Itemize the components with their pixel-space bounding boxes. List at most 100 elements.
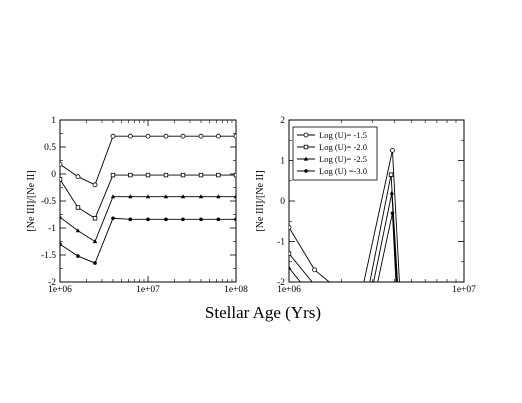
data-point <box>357 304 361 308</box>
data-point <box>128 172 133 178</box>
data-point <box>128 217 133 222</box>
y-tick-label: -1 <box>277 238 285 248</box>
y-tick-label: -2 <box>48 278 56 288</box>
data-point <box>60 242 62 246</box>
series-line <box>289 192 398 282</box>
legend-label: Log (U)= -2.5 <box>319 154 367 164</box>
y-axis-label: [Ne III]/[Ne II] <box>26 170 37 231</box>
data-point <box>146 217 150 222</box>
data-point <box>216 217 221 222</box>
data-point <box>388 172 394 177</box>
series-line <box>60 135 236 186</box>
data-point <box>76 254 80 258</box>
legend-marker <box>303 156 309 161</box>
data-point <box>180 133 186 139</box>
data-point <box>399 304 403 308</box>
data-point <box>389 190 395 195</box>
x-tick-label: 1e+06 <box>277 285 301 295</box>
legend-marker <box>303 144 309 150</box>
y-tick-label: 0 <box>280 197 285 207</box>
data-point <box>92 239 98 244</box>
data-point <box>390 211 395 215</box>
data-point <box>111 216 115 221</box>
data-point <box>75 228 81 233</box>
data-point <box>145 133 151 139</box>
series-layer <box>289 147 403 373</box>
data-point <box>396 304 400 308</box>
data-point <box>198 172 204 178</box>
x-tick-label: 1e+07 <box>136 285 160 295</box>
data-point <box>92 216 98 221</box>
y-tick-label: -1.5 <box>41 251 56 261</box>
legend-label: Log (U)= -1.5 <box>319 130 367 140</box>
y-tick-label: 0.5 <box>44 143 56 153</box>
y-tick-label: 1 <box>280 157 285 167</box>
data-point <box>110 172 116 178</box>
data-point <box>289 265 292 270</box>
data-point <box>75 205 81 210</box>
data-point <box>163 172 169 178</box>
y-tick-label: -2 <box>277 278 285 288</box>
data-point <box>60 177 63 182</box>
series-line <box>377 213 397 282</box>
data-point <box>163 194 169 199</box>
series-line <box>289 150 400 282</box>
data-point <box>216 172 221 178</box>
y-axis-label: [Ne III]/[Ne II] <box>255 170 266 231</box>
y-tick-label: 2 <box>280 116 285 126</box>
legend-label: Log (U) =-3.0 <box>319 166 367 176</box>
legend: Log (U)= -1.5 Log (U)= -2.0 Log (U)= -2.5 L… <box>292 126 378 181</box>
data-point <box>233 194 236 199</box>
data-point <box>92 182 98 188</box>
data-point <box>234 217 236 222</box>
data-point <box>215 133 221 139</box>
data-point <box>93 261 97 265</box>
data-point <box>233 133 236 139</box>
data-point <box>75 174 81 180</box>
x-tick-label: 1e+07 <box>452 285 476 295</box>
figure-x-axis-label: Stellar Age (Yrs) <box>205 303 321 322</box>
data-point <box>289 224 292 230</box>
legend-label: Log (U)= -2.0 <box>319 142 367 152</box>
data-point <box>181 217 185 222</box>
series-layer <box>60 133 236 265</box>
data-point <box>356 353 360 357</box>
data-point <box>312 267 317 273</box>
data-point <box>390 147 395 153</box>
legend-marker <box>304 169 308 173</box>
plot-frame <box>59 119 237 283</box>
y-tick-label: -1 <box>48 224 56 234</box>
data-point <box>180 172 186 178</box>
series-line <box>60 217 236 264</box>
data-point <box>180 194 186 199</box>
data-point <box>164 217 168 222</box>
data-point <box>357 337 361 341</box>
data-point <box>110 194 116 199</box>
data-point <box>128 194 133 199</box>
right-panel: 1e+06 1e+07 -2 -1 0 1 2 [Ne III]/[Ne II] Log (U)… <box>255 116 476 373</box>
x-tick-label: 1e+08 <box>224 285 248 295</box>
y-tick-label: -0.5 <box>41 197 56 207</box>
y-tick-label: 1 <box>51 116 56 126</box>
data-point <box>357 369 361 373</box>
data-point <box>397 305 401 309</box>
data-point <box>198 133 204 139</box>
data-point <box>395 305 399 309</box>
data-point <box>60 161 63 167</box>
left-panel: 1e+06 1e+07 1e+08 -2 -1.5 -1 -0.5 0 0.5 1 [Ne III]… <box>26 116 248 295</box>
data-point <box>289 251 292 256</box>
data-point <box>198 194 204 199</box>
data-point <box>60 214 63 219</box>
series-line <box>289 174 398 282</box>
data-point <box>110 133 116 139</box>
data-point <box>163 133 169 139</box>
y-tick-label: 0 <box>51 170 56 180</box>
data-point <box>216 194 221 199</box>
data-point <box>199 217 203 222</box>
data-point <box>145 194 151 199</box>
data-point <box>233 172 236 178</box>
legend-marker <box>303 132 309 138</box>
x-tick-label: 1e+06 <box>48 285 72 295</box>
data-point <box>145 172 151 178</box>
